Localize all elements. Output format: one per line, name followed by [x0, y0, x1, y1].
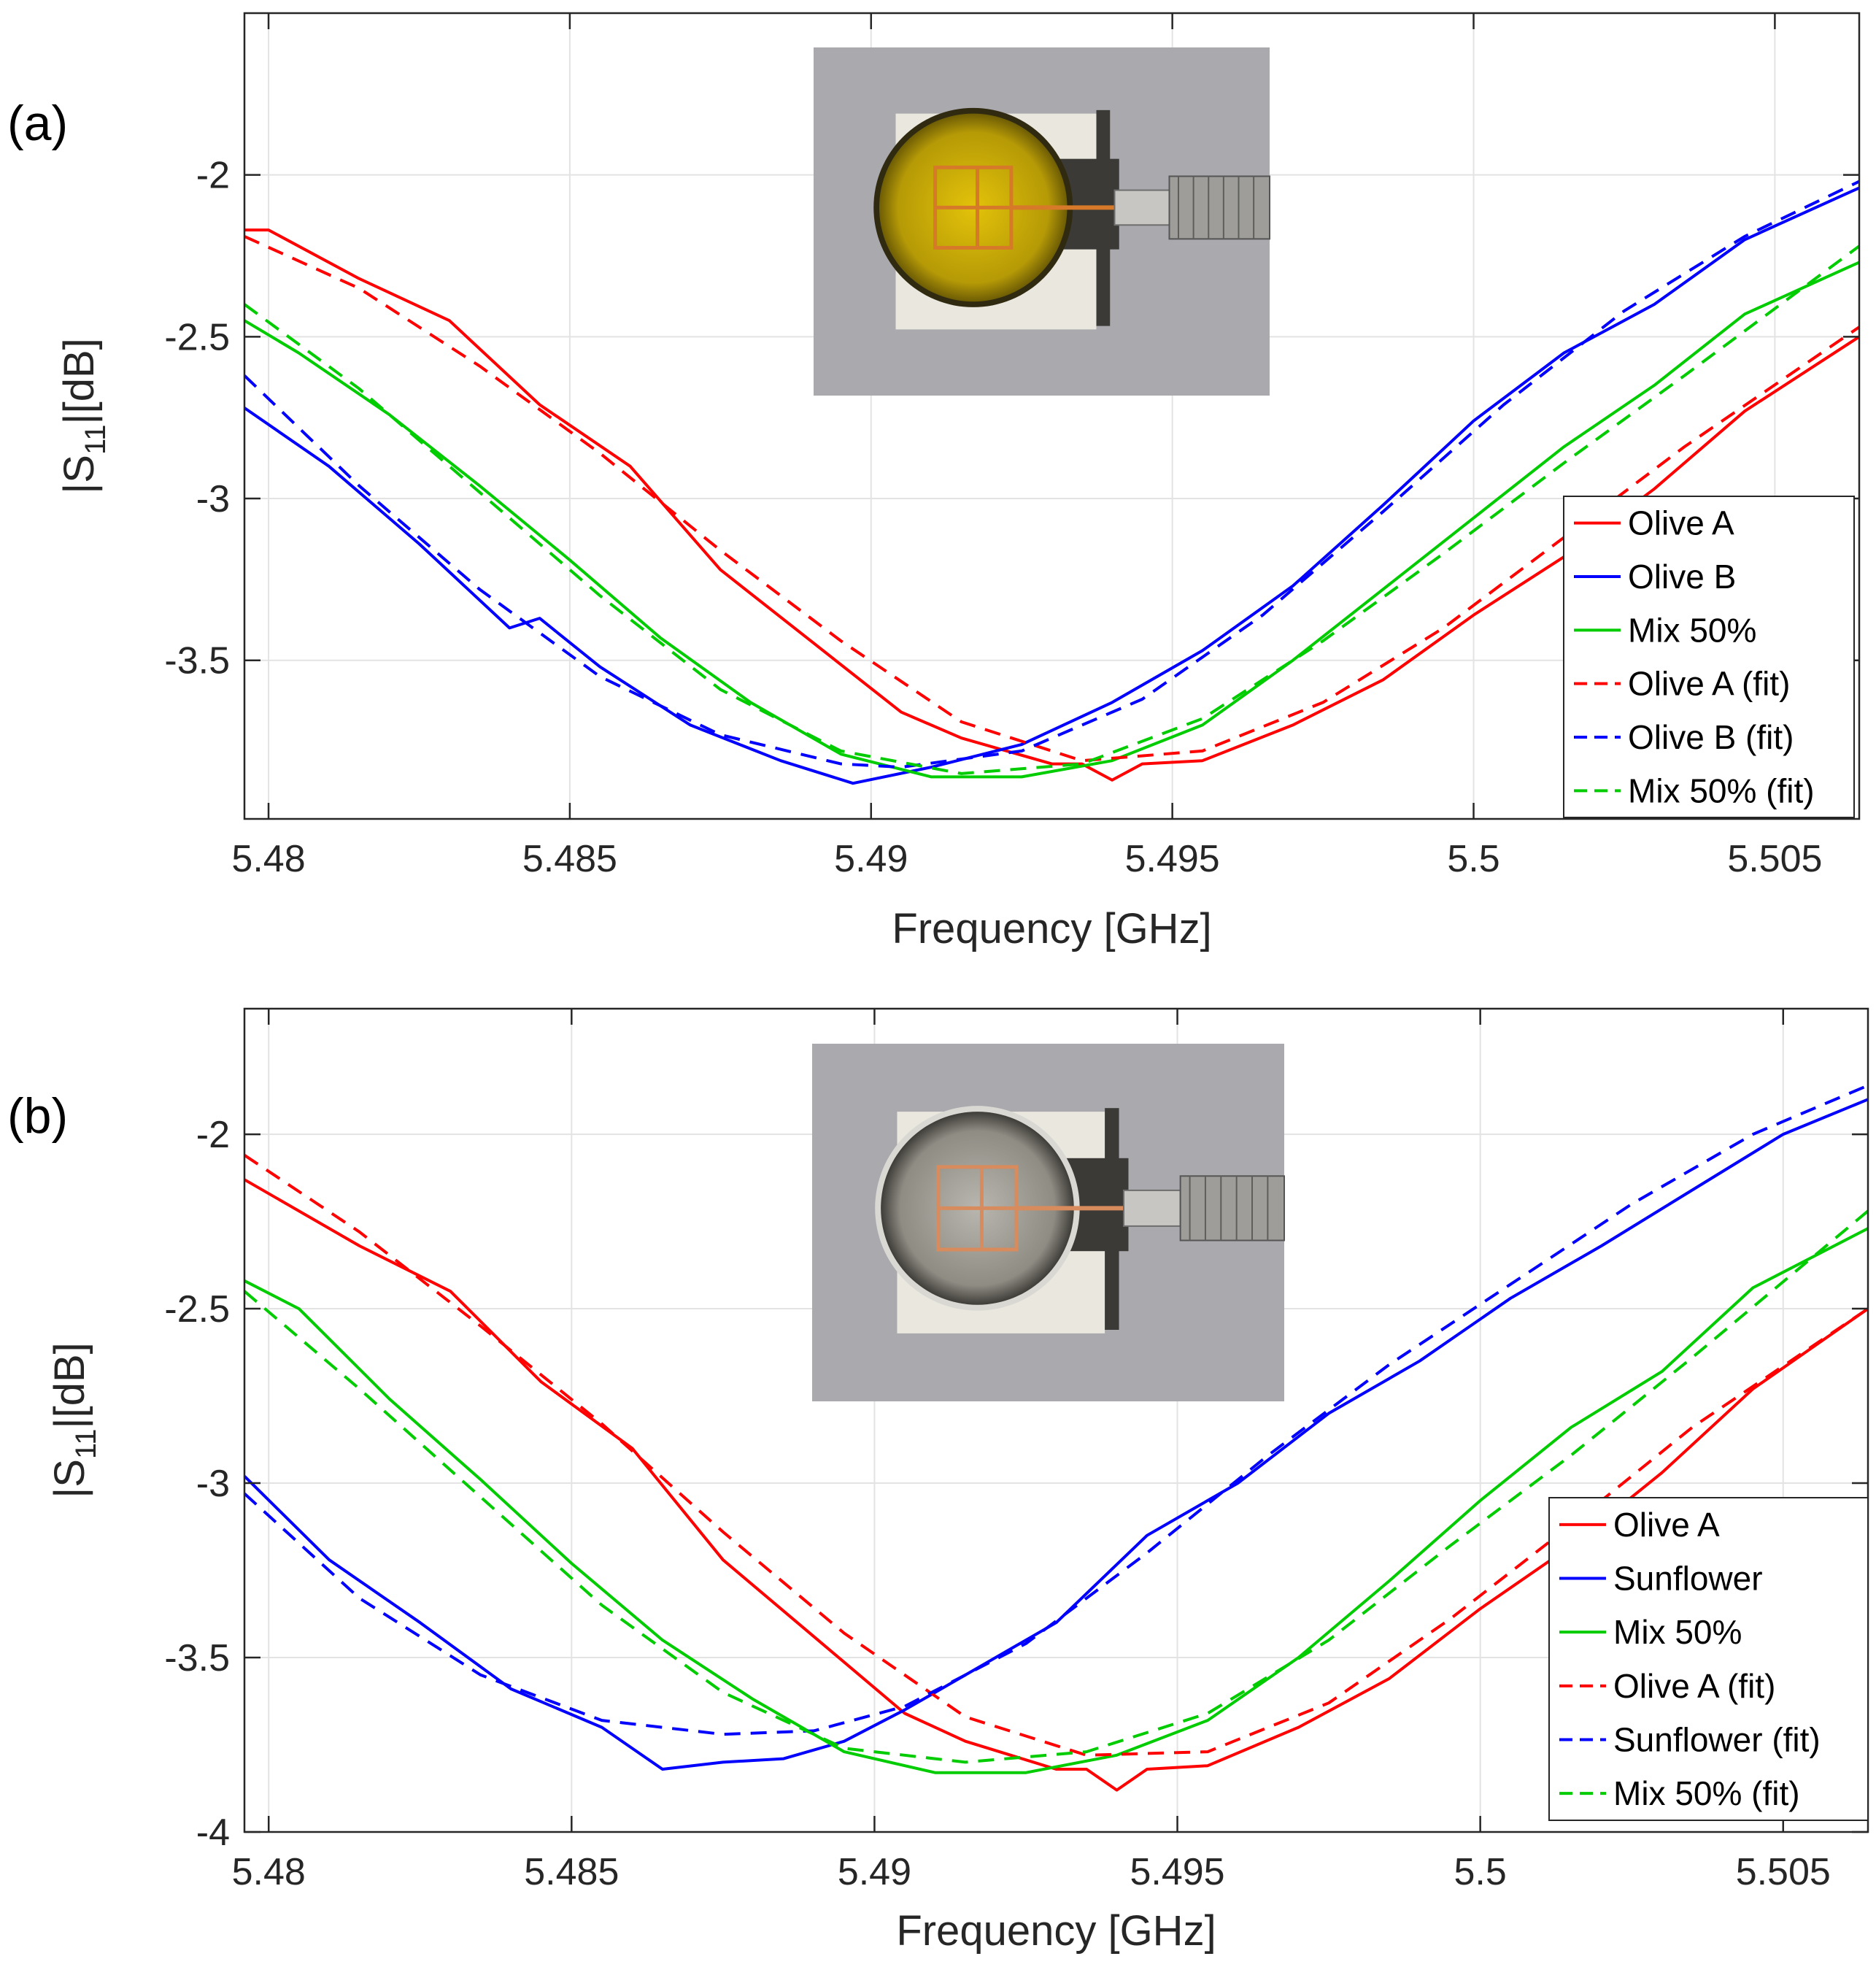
legend-entry: Olive B (fit) [1628, 718, 1794, 756]
photo-pcb-edge [1105, 1108, 1119, 1330]
x-tick-label: 5.505 [1736, 1851, 1831, 1893]
legend-entry: Olive A (fit) [1628, 665, 1790, 703]
series-line-olive-a-fit [244, 235, 1861, 763]
legend-entry: Mix 50% (fit) [1613, 1774, 1800, 1812]
x-tick-label: 5.49 [834, 838, 908, 880]
legend-entry: Olive B [1628, 558, 1736, 596]
y-tick-label: -3 [196, 1463, 230, 1505]
y-axis-label-unit: |[dB] [46, 1342, 93, 1428]
x-tick-label: 5.5 [1454, 1851, 1507, 1893]
x-tick-label: 5.495 [1125, 838, 1220, 880]
panel-b: (b) Sensor photo: clear oil sample in di… [7, 1007, 1869, 1955]
legend: Olive A Sunflower Mix 50% Olive A (fit) Sunf… [1548, 1497, 1869, 1821]
legend-entry: Mix 50% (fit) [1628, 771, 1815, 809]
y-tick-label: -2 [196, 155, 230, 197]
x-tick-label: 5.485 [524, 1851, 619, 1893]
y-tick-label: -2.5 [164, 316, 230, 358]
legend-entry: Sunflower [1613, 1560, 1763, 1598]
photo-connector-nut [1168, 175, 1270, 240]
legend-entry: Mix 50% [1613, 1613, 1742, 1651]
inset-photo: Sensor photo: yellow oil sample in dish … [814, 47, 1270, 396]
legend-box [1563, 496, 1855, 818]
x-tick-label: 5.505 [1727, 838, 1822, 880]
series-line-mix-50 [243, 261, 1860, 779]
y-axis-label: |S11|[dB] [55, 338, 112, 494]
x-tick-label: 5.485 [522, 838, 617, 880]
axes-box [243, 12, 1861, 820]
series-line-sunflower-fit [243, 1084, 1869, 1736]
x-axis-label: Frequency [GHz] [896, 1907, 1216, 1955]
x-tick-label: 5.5 [1447, 838, 1499, 880]
x-tick-label: 5.48 [232, 1851, 306, 1893]
series-line-olive-a [244, 1178, 1869, 1792]
legend: Olive A Olive B Mix 50% Olive A (fit) Olive … [1563, 496, 1855, 818]
panel-a: (a) Sensor photo: yellow oil sample in d… [7, 12, 1861, 952]
legend-entry: Sunflower (fit) [1613, 1721, 1821, 1759]
series-line-olive-b-fit [243, 180, 1860, 769]
y-axis-label-subscript: 11 [80, 424, 112, 455]
y-tick-label: -2.5 [164, 1288, 230, 1331]
photo-connector [1113, 189, 1170, 226]
y-tick-label: -2 [196, 1114, 230, 1156]
y-tick-label: -4 [196, 1812, 230, 1854]
y-tick-label: -3 [196, 478, 230, 520]
series-line-olive-a-fit [243, 1154, 1869, 1757]
legend-box [1548, 1497, 1869, 1821]
y-axis-label-main: |S [55, 455, 103, 494]
x-axis-label: Frequency [GHz] [892, 905, 1211, 952]
panel-label-a: (a) [7, 96, 68, 151]
axes-box [243, 1007, 1869, 1833]
x-tick-label: 5.48 [231, 838, 305, 880]
legend-entry: Olive A (fit) [1613, 1667, 1775, 1705]
inset-photo: Sensor photo: clear oil sample in dish o… [812, 1044, 1286, 1401]
photo-connector [1123, 1189, 1181, 1227]
y-axis-label: |S11|[dB] [46, 1342, 102, 1498]
legend-entry: Olive A [1628, 504, 1734, 542]
x-tick-label: 5.495 [1130, 1851, 1224, 1893]
series-line-olive-b [243, 186, 1860, 785]
series-line-mix-50-fit [243, 1209, 1869, 1764]
photo-pcb-edge [1096, 109, 1111, 326]
series-line-mix-50 [244, 1227, 1869, 1774]
y-tick-label: -3.5 [164, 1637, 230, 1679]
x-tick-label: 5.49 [838, 1851, 911, 1893]
y-axis-label-subscript: 11 [70, 1428, 102, 1459]
legend-entry: Olive A [1613, 1506, 1720, 1544]
panel-label-b: (b) [7, 1088, 68, 1144]
y-axis-label-main: |S [46, 1459, 93, 1498]
photo-connector-nut [1179, 1175, 1286, 1242]
series-line-mix-50-fit [243, 245, 1861, 775]
y-axis-label-unit: |[dB] [55, 338, 103, 424]
y-tick-label: -3.5 [164, 640, 230, 682]
legend-entry: Mix 50% [1628, 611, 1756, 649]
